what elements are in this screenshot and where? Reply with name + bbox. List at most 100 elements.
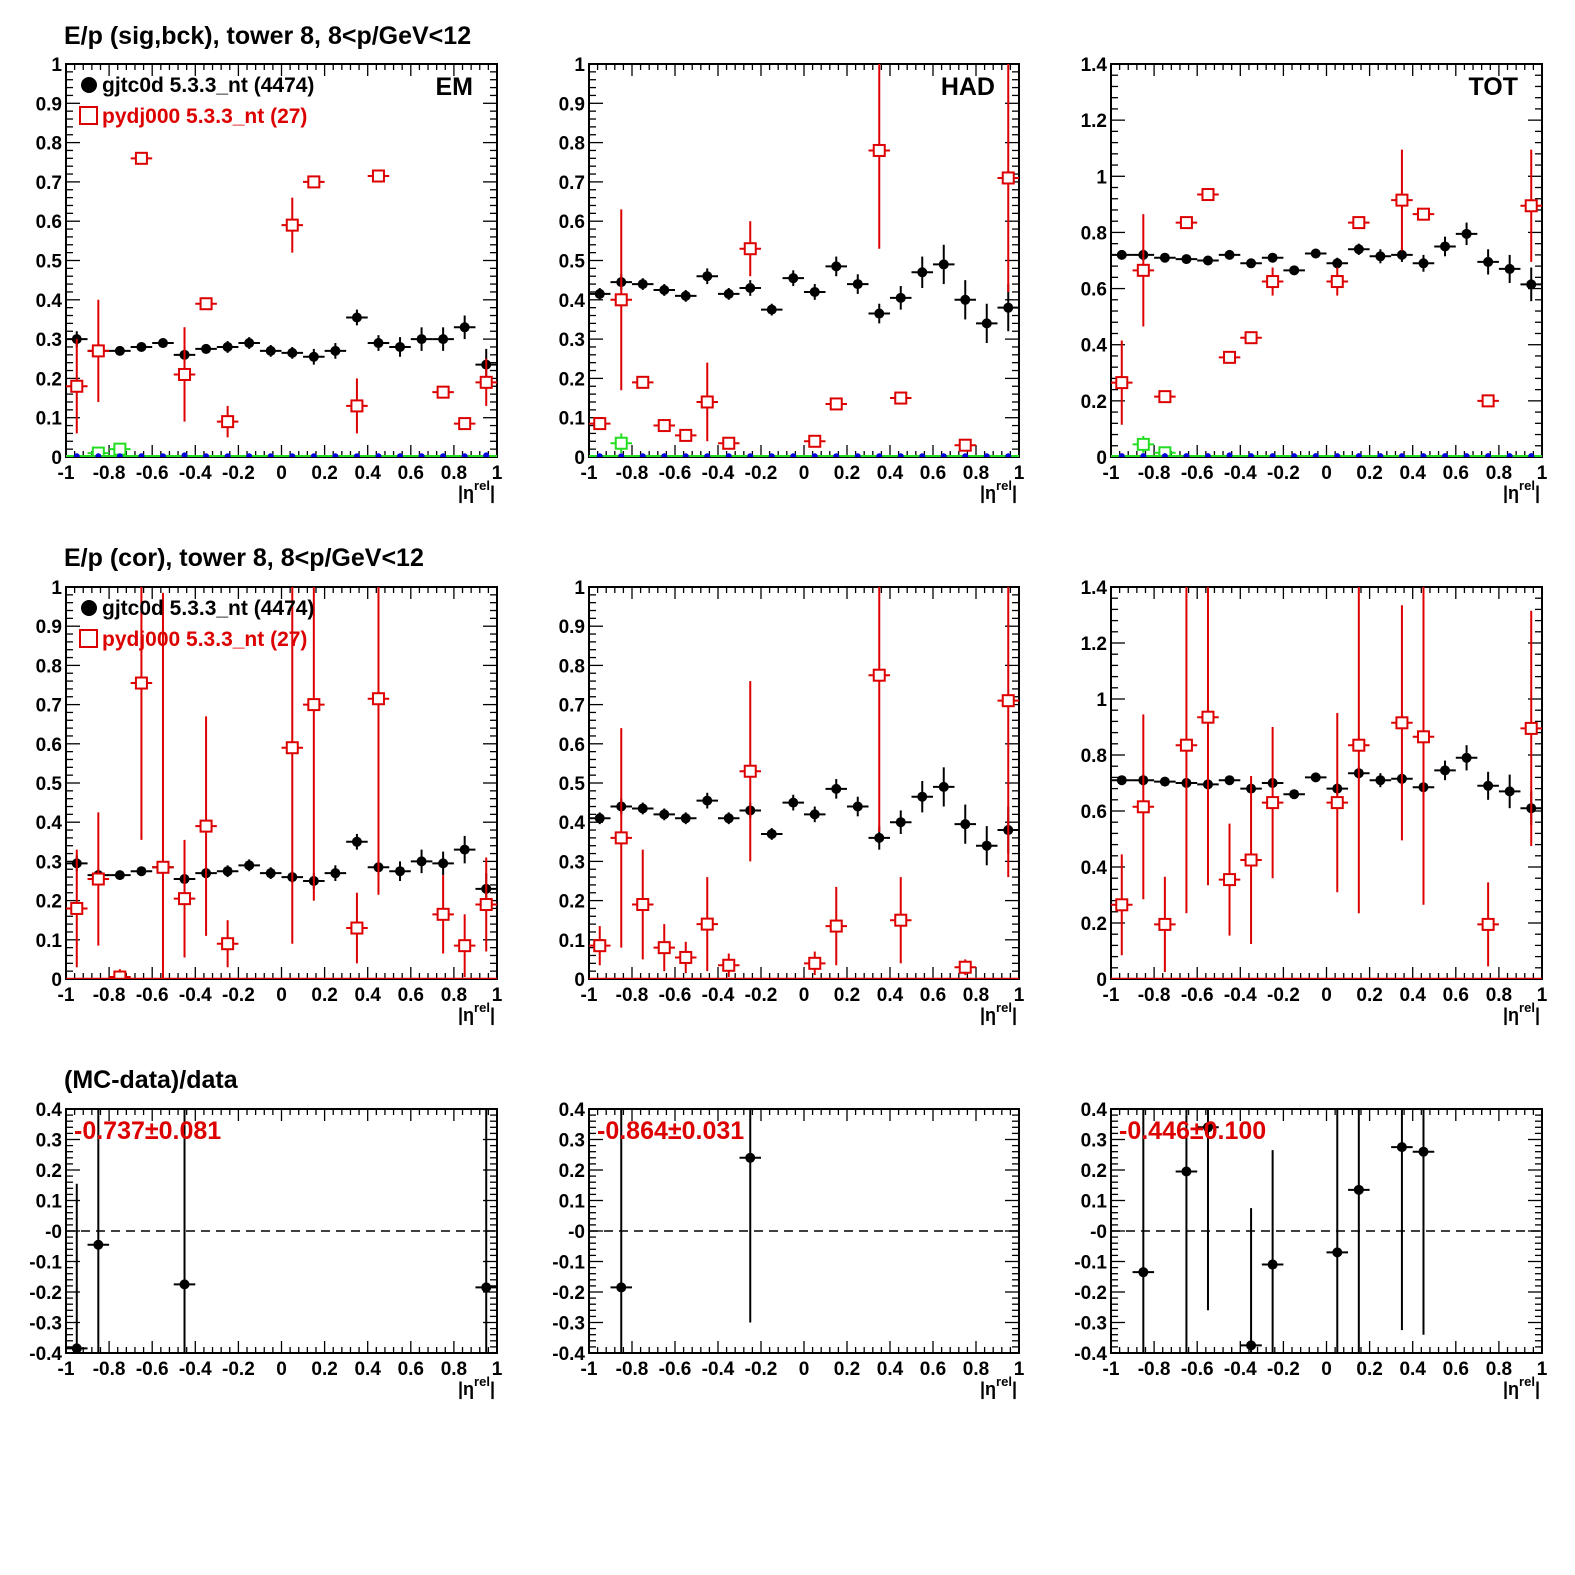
y-tick-label: 0 [574, 970, 585, 991]
data-point [659, 284, 670, 295]
data-point [1353, 1184, 1364, 1195]
data-point [1202, 255, 1213, 266]
y-tick-label: 0.6 [1081, 280, 1107, 301]
panel-0-1: -1 -0.8 -0.6 -0.4 -0.2 0 0.2 0.4 0.6 0.8 1|ηrel|00… [559, 55, 1025, 503]
mc-point [1352, 216, 1366, 230]
x-tick-label: -1 [581, 1359, 598, 1380]
data-point [1267, 252, 1278, 263]
x-tick-label: -0.8 [616, 463, 649, 484]
blue-point [95, 453, 102, 457]
data-point [723, 288, 734, 299]
blue-point [353, 453, 360, 457]
mc-point [700, 917, 714, 931]
mc-point [1001, 171, 1015, 185]
y-tick-label: -0 [568, 1222, 585, 1243]
mc-point [958, 438, 972, 452]
y-tick-label: 0.6 [36, 212, 62, 233]
x-tick-label: -0.2 [222, 463, 255, 484]
mc-point [894, 913, 908, 927]
series-data [1111, 222, 1542, 302]
data-point [114, 870, 125, 881]
mc-point [1244, 331, 1258, 345]
mc-point [178, 367, 192, 381]
mc-point [113, 442, 127, 456]
row-title-ratio: (MC-data)/data [64, 1066, 239, 1094]
x-tick-label: 0 [1321, 463, 1332, 484]
blue-point [1377, 453, 1384, 457]
y-tick-label: 0.3 [36, 1131, 62, 1152]
data-point [1418, 258, 1429, 269]
x-tick-label: 0 [799, 463, 810, 484]
panel-1-2: -1 -0.8 -0.6 -0.4 -0.2 0 0.2 0.4 0.6 0.8 1|ηrel|00… [1081, 578, 1548, 1025]
y-tick-label: 0.5 [559, 252, 586, 273]
y-tick-label: 0.4 [36, 1100, 63, 1121]
x-tick-label: 0.8 [1486, 985, 1512, 1006]
mc-point [1136, 437, 1150, 451]
mc-point [829, 919, 843, 933]
blue-point [1248, 453, 1255, 457]
x-tick-label: -1 [1103, 1359, 1120, 1380]
data-point [895, 817, 906, 828]
series-blue [66, 452, 497, 457]
series-data [1132, 1109, 1435, 1353]
blue-point [747, 453, 754, 457]
blue-point [1161, 453, 1168, 457]
blue-point [159, 453, 166, 457]
data-point [831, 261, 842, 272]
mc-point [593, 939, 607, 953]
data-point [201, 343, 212, 354]
y-tick-label: 0.2 [1081, 1161, 1107, 1182]
data-point [895, 292, 906, 303]
x-tick-label: -0.8 [1138, 463, 1171, 484]
data-point [438, 334, 449, 345]
data-point [265, 345, 276, 356]
data-point [1246, 258, 1257, 269]
mc-point [1158, 917, 1172, 931]
data-point [1375, 775, 1386, 786]
panel-1-1: -1 -0.8 -0.6 -0.4 -0.2 0 0.2 0.4 0.6 0.8 1|ηrel|00… [559, 578, 1025, 1025]
x-tick-label: 0.4 [877, 463, 904, 484]
data-point [1202, 1122, 1213, 1133]
y-tick-label: -0.4 [29, 1344, 62, 1365]
data-point [874, 832, 885, 843]
x-axis: -1 -0.8 -0.6 -0.4 -0.2 0 0.2 0.4 0.6 0.8 1|ηrel| [581, 587, 1025, 1025]
x-tick-label: 1 [1014, 1359, 1025, 1380]
data-layer [66, 151, 497, 457]
y-tick-label: 0.1 [36, 931, 63, 952]
data-point [330, 868, 341, 879]
x-tick-label: -0.2 [222, 1359, 255, 1380]
y-axis: -0.4 -0.3 -0.2 -0.1 -0 0.1 0.2 0.3 0.4 [1074, 1100, 1542, 1365]
x-tick-label: -1 [58, 985, 75, 1006]
blue-point [1118, 453, 1125, 457]
mc-point [134, 676, 148, 690]
x-tick-label: -1 [1103, 463, 1120, 484]
data-point [1138, 1267, 1149, 1278]
data-point [1504, 263, 1515, 274]
panel-0-0: -1 -0.8 -0.6 -0.4 -0.2 0 0.2 0.4 0.6 0.8 1|ηrel|00… [36, 55, 503, 503]
data-point [1116, 249, 1127, 260]
x-tick-label: -0.4 [179, 985, 212, 1006]
x-tick-label: 1 [1537, 1359, 1548, 1380]
mc-point [1524, 199, 1538, 213]
data-layer [66, 587, 497, 979]
y-tick-label: 0.6 [36, 735, 62, 756]
data-point [960, 294, 971, 305]
y-tick-label: 0.9 [559, 94, 585, 115]
x-tick-label: 0.4 [1399, 1359, 1426, 1380]
series-data [589, 244, 1019, 344]
data-point [1440, 765, 1451, 776]
mc-point [1481, 917, 1495, 931]
data-point [680, 813, 691, 824]
mc-point [1266, 796, 1280, 810]
mc-point [371, 169, 385, 183]
y-tick-label: 0.7 [559, 173, 585, 194]
mc-point [636, 898, 650, 912]
series-mc [1111, 149, 1542, 425]
y-tick-label: -0.3 [1074, 1314, 1107, 1335]
row-title-sig-bck: E/p (sig,bck), tower 8, 8<p/GeV<12 [64, 22, 471, 50]
blue-point [940, 453, 947, 457]
y-tick-label: 1.2 [1081, 634, 1107, 655]
blue-point [983, 453, 990, 457]
x-tick-label: 1 [1014, 985, 1025, 1006]
mc-point [722, 436, 736, 450]
